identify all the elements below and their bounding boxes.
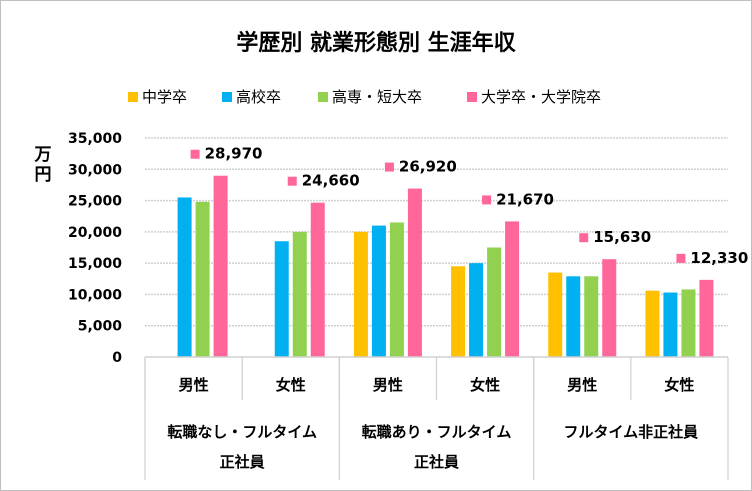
legend: 中学卒 高校卒 高専・短大卒 大学卒・大学院卒 (128, 88, 601, 106)
x-tick-label: 男性 (179, 376, 209, 394)
bar (353, 231, 368, 357)
y-tick-label: 20,000 (68, 225, 122, 241)
data-label-marker (287, 176, 297, 186)
legend-swatch (318, 92, 328, 102)
y-tick-label: 0 (112, 350, 122, 366)
bars (177, 175, 714, 357)
legend-label: 大学卒・大学院卒 (481, 88, 601, 106)
legend-label: 中学卒 (142, 88, 187, 106)
data-label-marker (482, 195, 492, 205)
bar (469, 263, 484, 357)
x-tick-label: 男性 (567, 376, 597, 394)
bar (389, 222, 404, 357)
y-tick-label: 15,000 (68, 256, 122, 272)
bar (584, 276, 599, 357)
group-label: 正社員 (414, 453, 459, 471)
data-label: 15,630 (593, 228, 651, 246)
bar (487, 247, 502, 357)
group-label: フルタイム非正社員 (563, 423, 698, 441)
legend-swatch (128, 92, 138, 102)
bar (566, 276, 581, 357)
legend-swatch (222, 92, 232, 102)
bar (699, 279, 714, 357)
bar (663, 292, 678, 357)
y-tick-label: 5,000 (78, 319, 123, 335)
y-tick-label: 30,000 (68, 162, 122, 178)
y-axis-label: 万円 (34, 145, 52, 185)
data-labels: 28,970 24,660 26,920 21,670 15,630 12,330 (190, 145, 748, 267)
bar (407, 188, 422, 357)
bar (292, 231, 307, 357)
data-label: 26,920 (399, 158, 457, 176)
data-label-marker (579, 233, 589, 243)
bar (371, 225, 386, 357)
group-label: 正社員 (220, 453, 265, 471)
data-label: 28,970 (205, 145, 263, 163)
x-tick-label: 女性 (664, 376, 694, 394)
y-axis: 0 5,000 10,000 15,000 20,000 25,000 30,000 35,0… (34, 131, 123, 366)
y-axis-label-char: 万 (34, 145, 52, 165)
x-axis: 男性 女性 男性 女性 男性 女性転職なし・フルタイム正社員転職あり・フルタイム正社員フル… (144, 356, 729, 480)
group-label: 転職あり・フルタイム (362, 423, 512, 441)
bar (310, 202, 325, 357)
gridlines (145, 137, 728, 327)
bar (177, 197, 192, 357)
bar (602, 259, 617, 357)
bar (645, 290, 660, 357)
data-label-marker (190, 149, 200, 159)
legend-label: 高専・短大卒 (332, 88, 422, 106)
group-label: 転職なし・フルタイム (167, 423, 317, 441)
x-tick-label: 女性 (276, 376, 306, 394)
bar (681, 289, 696, 357)
data-label: 24,660 (302, 172, 360, 190)
y-tick-label: 35,000 (68, 131, 122, 147)
y-tick-label: 10,000 (68, 287, 122, 303)
bar (548, 272, 563, 357)
bar (213, 175, 228, 357)
data-label-marker (384, 162, 394, 172)
y-tick-label: 25,000 (68, 194, 122, 210)
data-label: 12,330 (690, 249, 748, 267)
x-tick-label: 女性 (470, 376, 500, 394)
data-label-marker (676, 253, 686, 263)
bar (274, 241, 289, 357)
bar (505, 221, 520, 357)
legend-swatch (467, 92, 477, 102)
bar (195, 201, 210, 357)
data-label: 21,670 (496, 190, 554, 208)
bar (451, 266, 466, 357)
chart-title: 学歴別 就業形態別 生涯年収 (236, 30, 516, 56)
x-tick-label: 男性 (373, 376, 403, 394)
legend-label: 高校卒 (236, 88, 281, 106)
y-axis-label-char: 円 (35, 165, 52, 185)
